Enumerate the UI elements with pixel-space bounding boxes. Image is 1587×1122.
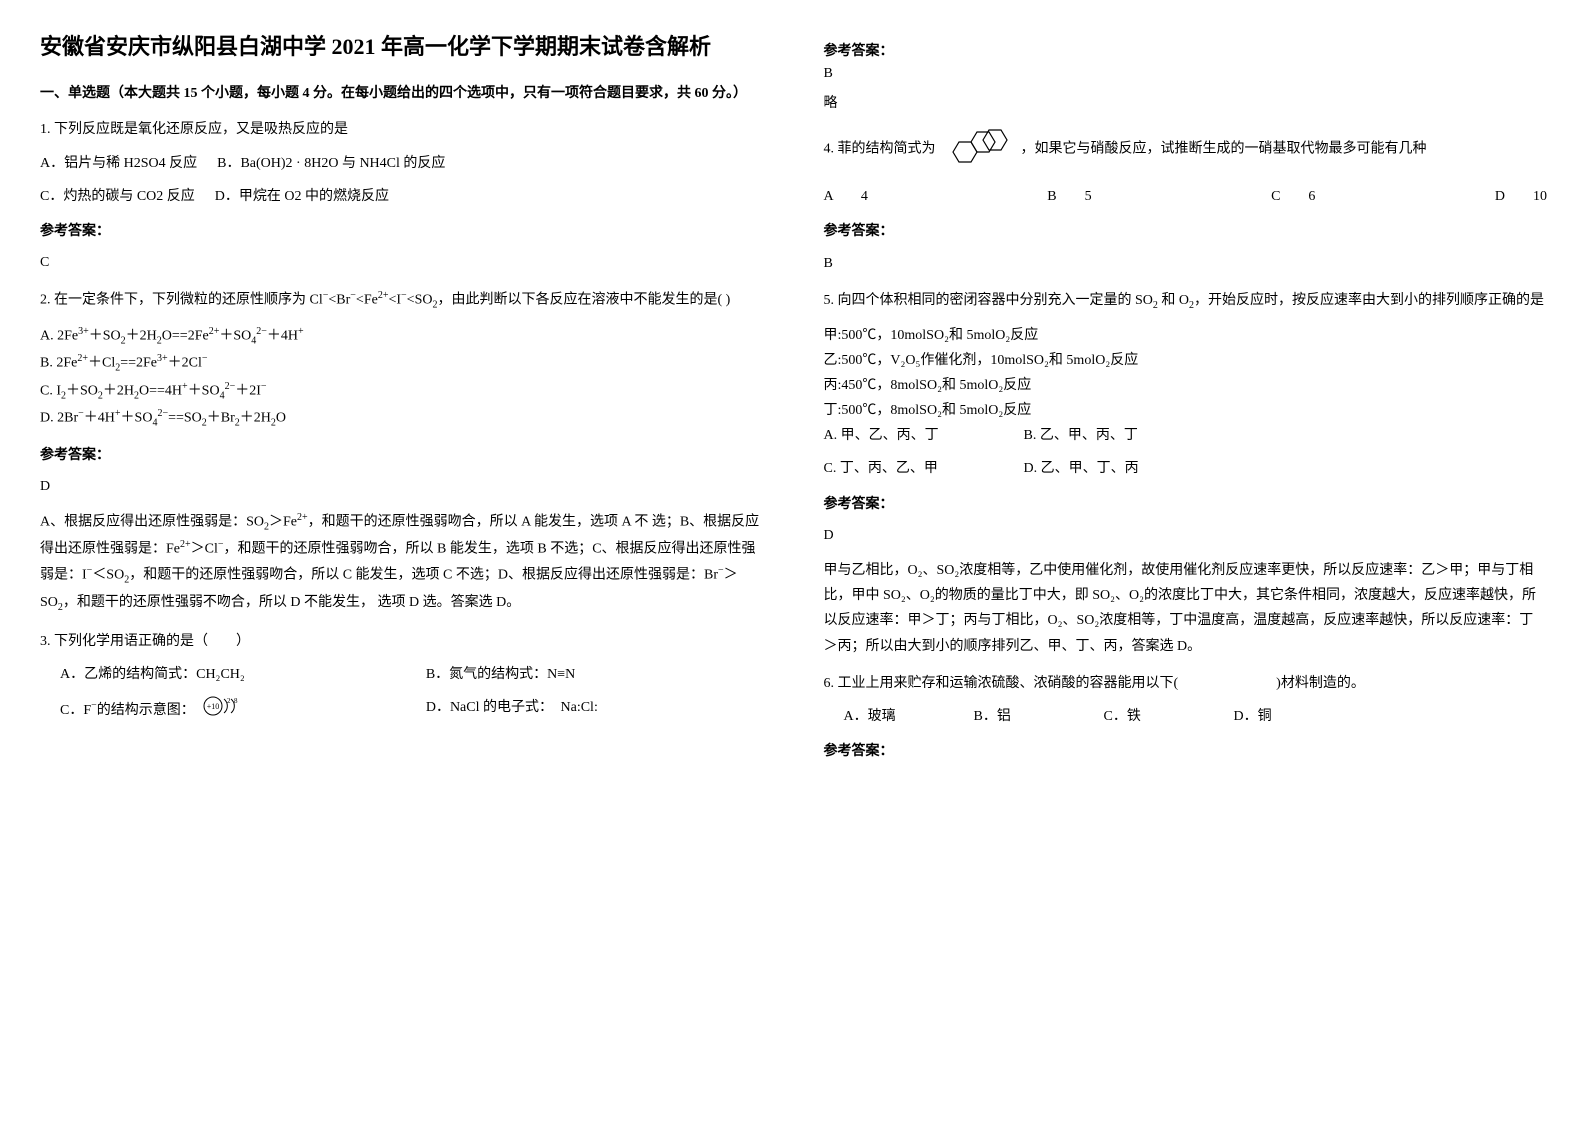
q1-options-row-2: C．灼热的碳与 CO2 反应 D．甲烷在 O2 中的燃烧反应	[40, 184, 764, 209]
q3-options-row-2: C．F−的结构示意图： +10 2 8 D．NaCl 的电子式：	[40, 695, 764, 726]
q5-explanation: 甲与乙相比，O₂、SO₂浓度相等，乙中使用催化剂，故使用催化剂反应速率更快，所以…	[824, 558, 1548, 659]
q3-optd-prefix: D．NaCl 的电子式：	[426, 700, 553, 715]
q5-cond-yi: 乙:500℃，V₂O₅作催化剂，10molSO₂和 5molO₂反应	[824, 348, 1548, 373]
q2-expl-line3: ，和题干的还原性强弱不吻合，所以 D 不能发生，	[63, 595, 374, 610]
q3-option-b: B．氮气的结构式：N≡N	[426, 662, 764, 687]
q5-text-suffix: ，开始反应时，按反应速率由大到小的排列顺序正确的是	[1194, 293, 1544, 308]
q2-expl-line0: ，和题干的还原性强弱吻合，所以 A 能发生，选项 A 不	[308, 515, 649, 530]
q5-option-d: D. 乙、甲、丁、丙	[1024, 456, 1139, 481]
q1-options-row-1: A．铝片与稀 H2SO4 反应 B．Ba(OH)2 · 8H2O 与 NH4Cl…	[40, 151, 764, 176]
q4-options: A 4 B 5 C 6 D 10	[824, 184, 1548, 209]
svg-text:8: 8	[234, 697, 238, 705]
q4-text-prefix: 4. 菲的结构简式为	[824, 141, 936, 156]
q2-optc-prefix: C. I	[40, 383, 61, 398]
q2-text-prefix: 2. 在一定条件下，下列微粒的还原性顺序为 Cl	[40, 293, 323, 308]
q5-cond-bing: 丙:450℃，8molSO₂和 5molO₂反应	[824, 373, 1548, 398]
question-1: 1. 下列反应既是氧化还原反应，又是吸热反应的是 A．铝片与稀 H2SO4 反应…	[40, 117, 764, 275]
q2-explanation: A、根据反应得出还原性强弱是：SO2＞Fe2+，和题干的还原性强弱吻合，所以 A…	[40, 509, 764, 617]
q3-option-a: A．乙烯的结构简式：CH₂CH₂	[60, 662, 398, 687]
q6-text: 6. 工业上用来贮存和运输浓硫酸、浓硝酸的容器能用以下( )材料制造的。	[824, 671, 1548, 696]
question-4: 4. 菲的结构简式为 ，如果它与硝酸反应，试推断生成的一硝基取代物最多可能有几种…	[824, 122, 1548, 276]
q3-optc-mid: 的结构示意图：	[97, 703, 195, 718]
q2-expl-d: 不选；D、根据反应得出还原性强弱是：Br	[456, 568, 718, 583]
q4-answer: B	[824, 251, 1548, 276]
q5-option-c: C. 丁、丙、乙、甲	[824, 456, 1004, 481]
svg-text:+10: +10	[207, 702, 220, 711]
q2-option-c: C. I2＋SO2＋2H2O==4H+＋SO42−＋2I−	[40, 378, 764, 405]
exam-title: 安徽省安庆市纵阳县白湖中学 2021 年高一化学下学期期末试卷含解析	[40, 30, 764, 63]
question-3: 3. 下列化学用语正确的是（ ） A．乙烯的结构简式：CH₂CH₂ B．氮气的结…	[40, 629, 764, 727]
q1-answer: C	[40, 250, 764, 275]
q4-option-c: C 6	[1271, 184, 1315, 209]
left-column: 安徽省安庆市纵阳县白湖中学 2021 年高一化学下学期期末试卷含解析 一、单选题…	[40, 30, 764, 776]
q4-text-suffix: ，如果它与硝酸反应，试推断生成的一硝基取代物最多可能有几种	[1021, 141, 1427, 156]
question-5: 5. 向四个体积相同的密闭容器中分别充入一定量的 SO2 和 O2，开始反应时，…	[824, 288, 1548, 659]
electron-formula-icon: Na:Cl:	[561, 695, 598, 720]
q6-option-d: D．铜	[1234, 704, 1272, 729]
q1-text: 1. 下列反应既是氧化还原反应，又是吸热反应的是	[40, 117, 764, 142]
q5-option-b: B. 乙、甲、丙、丁	[1024, 423, 1138, 448]
q2-option-b: B. 2Fe2+＋Cl2==2Fe3+＋2Cl−	[40, 350, 764, 377]
q2-expl-line2: ，和题干的还原性强弱吻合，所以 C 能发生，选项 C	[129, 568, 452, 583]
q2-optd-prefix: D. 2Br	[40, 411, 78, 426]
svg-text:2: 2	[227, 697, 231, 705]
q6-options: A．玻璃 B．铝 C．铁 D．铜	[824, 704, 1548, 729]
q2-text: 2. 在一定条件下，下列微粒的还原性顺序为 Cl−<Br−<Fe2+<I−<SO…	[40, 287, 764, 314]
q2-answer: D	[40, 474, 764, 499]
q3-options-row-1: A．乙烯的结构简式：CH₂CH₂ B．氮气的结构式：N≡N	[40, 662, 764, 687]
q6-option-c: C．铁	[1104, 704, 1214, 729]
q3-optc-prefix: C．F	[60, 703, 91, 718]
q5-answer-label: 参考答案：	[824, 492, 1548, 517]
q5-options-row-1: A. 甲、乙、丙、丁 B. 乙、甲、丙、丁	[824, 423, 1548, 448]
q5-option-a: A. 甲、乙、丙、丁	[824, 423, 1004, 448]
q1-answer-label: 参考答案：	[40, 219, 764, 244]
q4-text: 4. 菲的结构简式为 ，如果它与硝酸反应，试推断生成的一硝基取代物最多可能有几种	[824, 122, 1548, 176]
q4-answer-label: 参考答案：	[824, 219, 1548, 244]
q5-cond-ding: 丁:500℃，8molSO₂和 5molO₂反应	[824, 398, 1548, 423]
q1-option-b: B．Ba(OH)2 · 8H2O 与 NH4Cl 的反应	[217, 151, 445, 176]
q5-options-row-2: C. 丁、丙、乙、甲 D. 乙、甲、丁、丙	[824, 456, 1548, 481]
q5-answer: D	[824, 523, 1548, 548]
q2-optb-prefix: B. 2Fe	[40, 356, 77, 371]
q6-answer-label: 参考答案：	[824, 739, 1548, 764]
q1-option-a: A．铝片与稀 H2SO4 反应	[40, 151, 197, 176]
q5-cond-jia: 甲:500℃，10molSO₂和 5molO₂反应	[824, 323, 1548, 348]
q2-expl-end: 选项 D 选。答案选 D。	[378, 595, 521, 610]
q2-expl-line1: ，和题干的还原性强弱吻合，所以 B 能发生，选项 B	[224, 542, 547, 557]
q3-answer: B	[824, 66, 1548, 82]
q3-note: 略	[824, 92, 1548, 112]
q3-option-c: C．F−的结构示意图： +10 2 8	[60, 695, 398, 726]
question-2: 2. 在一定条件下，下列微粒的还原性顺序为 Cl−<Br−<Fe2+<I−<SO…	[40, 287, 764, 616]
q2-opta-prefix: A. 2Fe	[40, 328, 78, 343]
q2-expl-a: A、根据反应得出还原性强弱是：SO	[40, 515, 264, 530]
q4-option-a: A 4	[824, 184, 868, 209]
q5-text: 5. 向四个体积相同的密闭容器中分别充入一定量的 SO2 和 O2，开始反应时，…	[824, 288, 1548, 315]
q3-text: 3. 下列化学用语正确的是（ ）	[40, 629, 764, 654]
question-6: 6. 工业上用来贮存和运输浓硫酸、浓硝酸的容器能用以下( )材料制造的。 A．玻…	[824, 671, 1548, 765]
right-column: 参考答案： B 略 4. 菲的结构简式为 ，如果它与硝酸反应，试推断生成的一硝基…	[824, 30, 1548, 776]
q2-text-suffix: ，由此判断以下各反应在溶液中不能发生的是( )	[437, 293, 730, 308]
atom-structure-icon: +10 2 8	[202, 695, 242, 726]
q2-option-a: A. 2Fe3+＋SO2＋2H2O==2Fe2+＋SO42−＋4H+	[40, 323, 764, 350]
q4-option-b: B 5	[1047, 184, 1091, 209]
q2-option-d: D. 2Br−＋4H+＋SO42−==SO2＋Br2＋2H2O	[40, 405, 764, 432]
q4-option-d: D 10	[1495, 184, 1547, 209]
q6-option-a: A．玻璃	[844, 704, 954, 729]
q3-option-d: D．NaCl 的电子式： Na:Cl:	[426, 695, 764, 726]
section-header: 一、单选题（本大题共 15 个小题，每小题 4 分。在每小题给出的四个选项中，只…	[40, 83, 764, 105]
q6-option-b: B．铝	[974, 704, 1084, 729]
phenanthrene-structure-icon	[943, 122, 1013, 176]
q3-answer-label: 参考答案：	[824, 40, 1548, 60]
q5-text-prefix: 5. 向四个体积相同的密闭容器中分别充入一定量的 SO	[824, 293, 1153, 308]
q1-option-c: C．灼热的碳与 CO2 反应	[40, 184, 195, 209]
page-container: 安徽省安庆市纵阳县白湖中学 2021 年高一化学下学期期末试卷含解析 一、单选题…	[40, 30, 1547, 776]
q2-answer-label: 参考答案：	[40, 443, 764, 468]
q1-option-d: D．甲烷在 O2 中的燃烧反应	[215, 184, 389, 209]
